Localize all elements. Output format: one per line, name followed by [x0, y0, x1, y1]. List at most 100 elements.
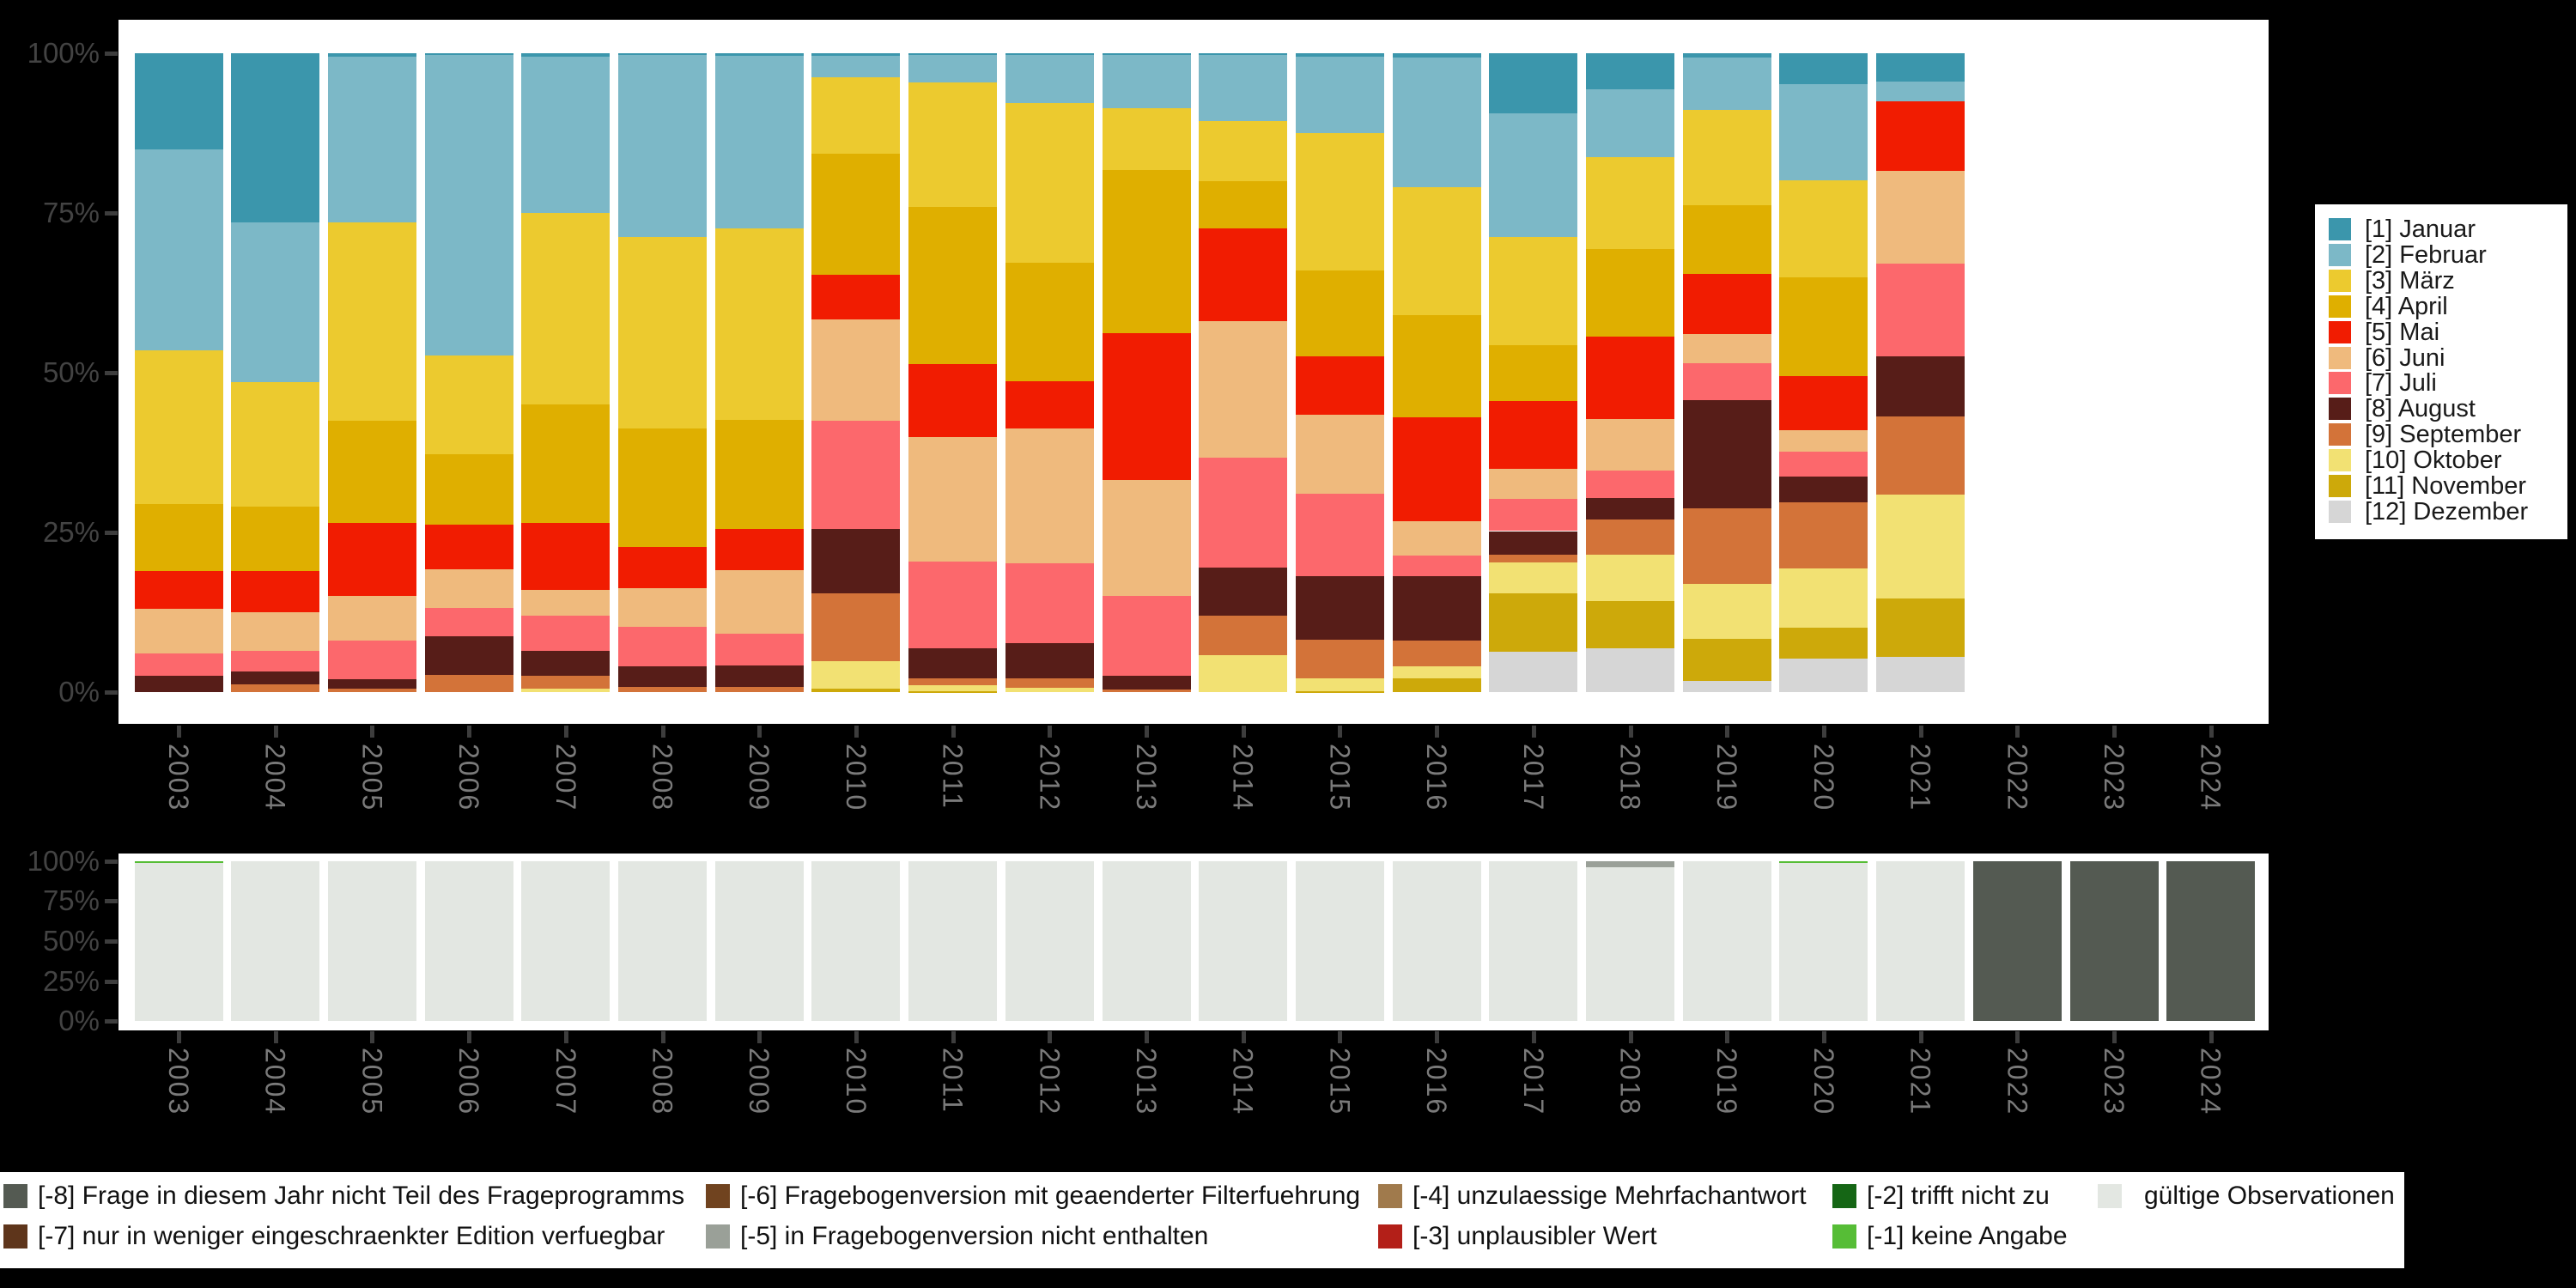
bar-segment-2004-missings[interactable]	[231, 861, 320, 1021]
bar-segment-2019-months[interactable]	[1682, 53, 1771, 58]
bar-segment-2020-months[interactable]	[1779, 627, 1868, 659]
bar-segment-2009-months[interactable]	[714, 665, 804, 688]
bar-segment-2006-months[interactable]	[424, 674, 513, 692]
bar-segment-2017-months[interactable]	[1489, 236, 1578, 345]
bar-segment-2008-months[interactable]	[618, 687, 707, 692]
bar-segment-2010-months[interactable]	[811, 420, 901, 530]
bar-segment-2013-missings[interactable]	[1102, 861, 1191, 1021]
bar-segment-2006-months[interactable]	[424, 525, 513, 570]
bar-segment-2015-months[interactable]	[1295, 575, 1384, 640]
bar-segment-2012-months[interactable]	[1005, 642, 1094, 678]
bar-segment-2004-months[interactable]	[231, 650, 320, 672]
bar-segment-2014-months[interactable]	[1199, 654, 1288, 692]
bar-segment-2016-months[interactable]	[1392, 53, 1481, 58]
bar-segment-2014-months[interactable]	[1199, 616, 1288, 655]
bar-segment-2011-months[interactable]	[908, 562, 998, 648]
bar-segment-2017-months[interactable]	[1489, 592, 1578, 653]
bar-segment-2010-missings[interactable]	[811, 861, 901, 1021]
bar-segment-2022-missings[interactable]	[1972, 861, 2062, 1021]
legend-item-month[interactable]: [11] November	[2315, 473, 2567, 499]
bar-segment-2021-missings[interactable]	[1876, 861, 1965, 1021]
missing-legend-swatch[interactable]	[1832, 1224, 1856, 1249]
bar-segment-2015-months[interactable]	[1295, 56, 1384, 133]
bar-segment-2008-months[interactable]	[618, 588, 707, 628]
bar-segment-2005-months[interactable]	[327, 596, 416, 641]
bar-segment-2009-months[interactable]	[714, 53, 804, 56]
bar-segment-2017-missings[interactable]	[1489, 861, 1578, 1021]
bar-segment-2005-missings[interactable]	[327, 861, 416, 1021]
bar-segment-2017-months[interactable]	[1489, 499, 1578, 532]
bar-segment-2008-months[interactable]	[618, 547, 707, 589]
missing-legend-swatch[interactable]	[706, 1224, 730, 1249]
bar-segment-2019-months[interactable]	[1682, 507, 1771, 584]
bar-segment-2015-months[interactable]	[1295, 270, 1384, 356]
bar-segment-2008-missings[interactable]	[618, 861, 707, 1021]
bar-segment-2015-months[interactable]	[1295, 494, 1384, 576]
bar-segment-2010-months[interactable]	[811, 275, 901, 320]
bar-segment-2013-months[interactable]	[1102, 332, 1191, 480]
bar-segment-2020-months[interactable]	[1779, 477, 1868, 503]
bar-segment-2018-months[interactable]	[1586, 648, 1674, 692]
bar-segment-2021-months[interactable]	[1876, 53, 1965, 82]
bar-segment-2007-months[interactable]	[521, 676, 611, 690]
bar-segment-2014-months[interactable]	[1199, 567, 1288, 617]
bar-segment-2016-months[interactable]	[1392, 555, 1481, 576]
bar-segment-2023-missings[interactable]	[2069, 861, 2159, 1021]
bar-segment-2012-months[interactable]	[1005, 687, 1094, 692]
bar-segment-2005-months[interactable]	[327, 420, 416, 523]
bar-segment-2013-months[interactable]	[1102, 675, 1191, 690]
bar-segment-2011-months[interactable]	[908, 647, 998, 678]
bar-segment-2011-months[interactable]	[908, 684, 998, 691]
bar-segment-2004-months[interactable]	[231, 684, 320, 692]
bar-segment-2017-months[interactable]	[1489, 345, 1578, 402]
bar-segment-2007-months[interactable]	[521, 615, 611, 651]
bar-segment-2004-months[interactable]	[231, 671, 320, 685]
bar-segment-2017-months[interactable]	[1489, 112, 1578, 237]
bar-segment-2021-months[interactable]	[1876, 416, 1965, 495]
bar-segment-2016-missings[interactable]	[1392, 861, 1481, 1021]
bar-segment-2016-months[interactable]	[1392, 666, 1481, 678]
bar-segment-2018-months[interactable]	[1586, 53, 1674, 90]
legend-item-month[interactable]: [6] Juni	[2315, 345, 2567, 371]
bar-segment-2019-months[interactable]	[1682, 110, 1771, 206]
bar-segment-2014-months[interactable]	[1199, 120, 1288, 181]
bar-segment-2006-months[interactable]	[424, 569, 513, 608]
bar-segment-2007-missings[interactable]	[521, 861, 611, 1021]
bar-segment-2016-months[interactable]	[1392, 575, 1481, 641]
bar-segment-2011-months[interactable]	[908, 53, 998, 56]
bar-segment-2006-months[interactable]	[424, 607, 513, 637]
bar-segment-2012-months[interactable]	[1005, 380, 1094, 429]
bar-segment-2003-missings[interactable]	[134, 861, 223, 864]
bar-segment-2004-months[interactable]	[231, 222, 320, 383]
bar-segment-2021-months[interactable]	[1876, 495, 1965, 598]
bar-segment-2015-months[interactable]	[1295, 677, 1384, 691]
bar-segment-2003-months[interactable]	[134, 570, 223, 610]
bar-segment-2007-months[interactable]	[521, 650, 611, 677]
bar-segment-2009-months[interactable]	[714, 228, 804, 421]
bar-segment-2019-months[interactable]	[1682, 58, 1771, 111]
missing-legend-label[interactable]: [-6] Fragebogenversion mit geaenderter F…	[740, 1182, 1361, 1210]
bar-segment-2004-months[interactable]	[231, 382, 320, 507]
legend-item-month[interactable]: [10] Oktober	[2315, 447, 2567, 473]
bar-segment-2006-months[interactable]	[424, 454, 513, 526]
bar-segment-2020-months[interactable]	[1779, 180, 1868, 278]
bar-segment-2021-months[interactable]	[1876, 356, 1965, 417]
bar-segment-2010-months[interactable]	[811, 55, 901, 77]
bar-segment-2009-months[interactable]	[714, 528, 804, 570]
bar-segment-2008-months[interactable]	[618, 627, 707, 667]
bar-segment-2017-months[interactable]	[1489, 652, 1578, 692]
bar-segment-2011-months[interactable]	[908, 677, 998, 685]
bar-segment-2018-months[interactable]	[1586, 470, 1674, 498]
bar-segment-2011-months[interactable]	[908, 55, 998, 83]
bar-segment-2018-missings[interactable]	[1586, 861, 1674, 868]
bar-segment-2019-missings[interactable]	[1682, 861, 1771, 1021]
bar-segment-2020-months[interactable]	[1779, 658, 1868, 692]
bar-segment-2019-months[interactable]	[1682, 205, 1771, 275]
missing-legend-label[interactable]: [-1] keine Angabe	[1867, 1222, 2068, 1250]
bar-segment-2006-months[interactable]	[424, 53, 513, 56]
bar-segment-2005-months[interactable]	[327, 689, 416, 692]
bar-segment-2013-months[interactable]	[1102, 596, 1191, 676]
bar-segment-2020-months[interactable]	[1779, 53, 1868, 84]
bar-segment-2014-missings[interactable]	[1199, 861, 1288, 1021]
bar-segment-2007-months[interactable]	[521, 404, 611, 523]
